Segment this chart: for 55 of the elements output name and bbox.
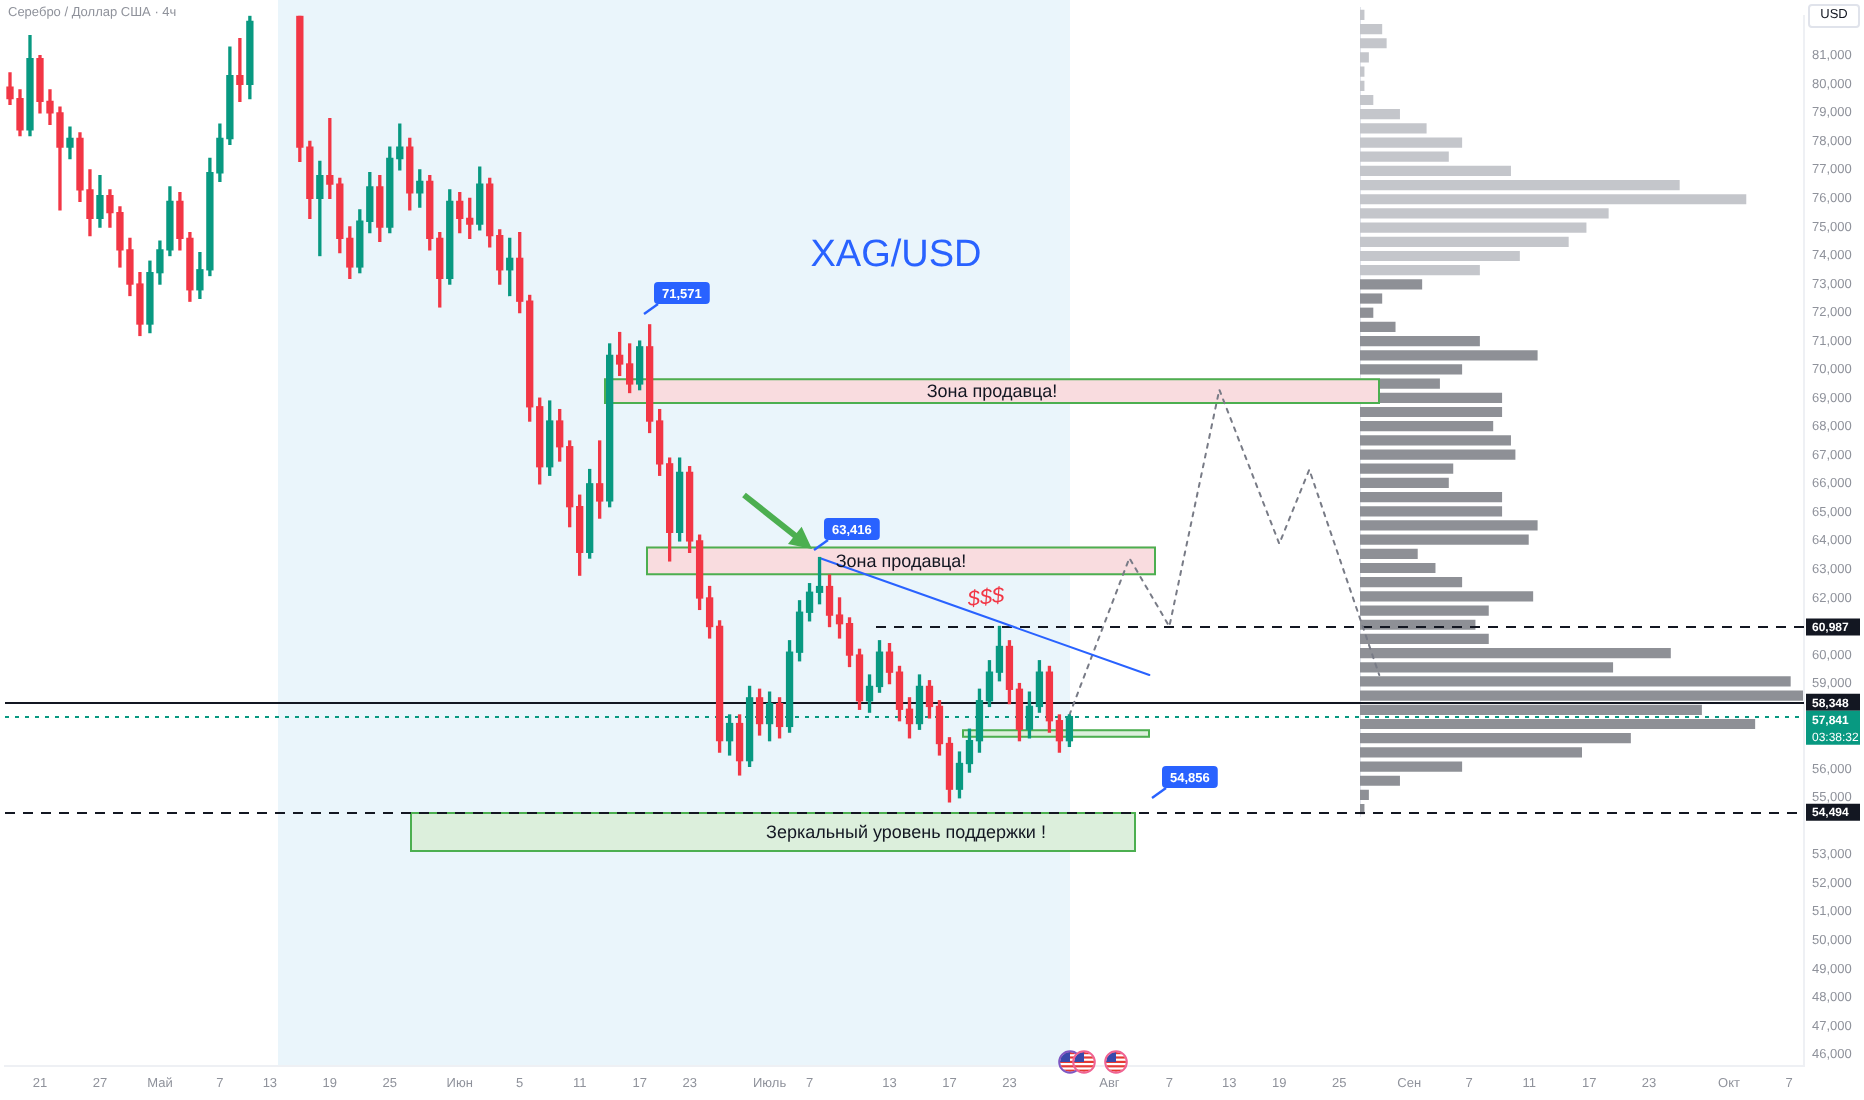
- bar: [1360, 775, 1400, 786]
- bar: [1360, 52, 1369, 63]
- bar: [1360, 194, 1747, 205]
- band-label: Зеркальный уровень поддержки !: [766, 821, 1046, 842]
- bar: [1360, 350, 1538, 361]
- bar: [1360, 506, 1503, 517]
- bar: [1360, 435, 1511, 446]
- bar: [1360, 265, 1480, 276]
- bar: [1360, 676, 1791, 687]
- bar: [1360, 591, 1534, 602]
- bar: [1360, 38, 1387, 49]
- bar: [1360, 179, 1680, 191]
- bar: [1360, 463, 1454, 474]
- bar: [1360, 633, 1489, 645]
- bar: [1360, 293, 1383, 304]
- bar: [1360, 704, 1702, 715]
- bar: [1360, 577, 1463, 588]
- bar: [1360, 747, 1582, 758]
- bar: [1360, 477, 1449, 489]
- bar: [1360, 250, 1520, 262]
- bar: [1360, 208, 1609, 219]
- bar: [1360, 364, 1463, 375]
- bar: [1360, 789, 1369, 801]
- bar: [1360, 321, 1396, 333]
- bar: [1360, 733, 1631, 744]
- bar: [1360, 605, 1489, 616]
- bar: [1360, 23, 1383, 35]
- bar: [1360, 151, 1449, 162]
- bar: [1360, 562, 1436, 574]
- bar: [1360, 307, 1374, 318]
- annotation: XAG/USD: [810, 234, 982, 277]
- bar: [1360, 279, 1423, 290]
- annotation: $$$: [964, 583, 1008, 613]
- bar: [1360, 137, 1463, 148]
- bar: [1360, 449, 1516, 460]
- bar: [1360, 761, 1463, 772]
- bar: [1360, 548, 1418, 559]
- bar: [1360, 123, 1427, 134]
- bar: [1360, 406, 1503, 418]
- bar: [1360, 648, 1671, 659]
- bar: [1360, 236, 1569, 247]
- bar: [1360, 335, 1480, 347]
- bar: [1360, 109, 1400, 120]
- bar: [1360, 222, 1587, 233]
- candlestick: [236, 37, 244, 103]
- bar: [1360, 421, 1494, 432]
- bar: [1360, 520, 1538, 531]
- bar: [1360, 718, 1756, 730]
- bar: [1360, 491, 1503, 503]
- bar: [1360, 94, 1374, 106]
- bar: [1360, 662, 1614, 673]
- bar: [1360, 534, 1529, 545]
- band-label: Зона продавца!: [926, 381, 1058, 402]
- band-label: Зона продавца!: [835, 550, 967, 571]
- bar: [1360, 165, 1511, 176]
